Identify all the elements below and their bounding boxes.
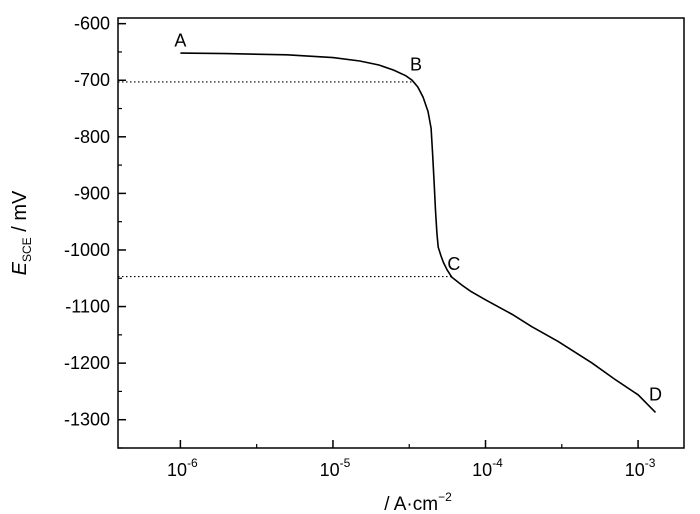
polarization-curve [180,52,657,413]
y-tick-label: -1100 [65,297,110,317]
x-axis-ticks: 10-6 10-5 10-4 10-3 [167,440,656,480]
x-tick-label: 10-6 [167,456,198,480]
y-tick-label: -1300 [64,410,110,430]
x-axis-label-sup: −2 [438,490,452,504]
point-label: B [410,55,422,75]
y-tick-label: -1200 [64,353,110,373]
y-axis-label-sub: SCE [20,237,34,262]
reference-lines [118,81,452,278]
y-tick-label: -800 [74,127,110,147]
x-tick-label: 10-4 [472,456,503,480]
y-axis-ticks: -600 -700 -800 -900 -1000 -1100 -1200 -1300 [64,14,126,449]
x-axis-label-main: / A·cm [384,494,438,514]
x-tick-label: 10-5 [320,456,351,480]
y-tick-label: -600 [74,14,110,34]
x-tick-label: 10-3 [625,456,656,480]
point-labels: A B C D [174,30,662,404]
plot-frame [117,17,685,449]
y-axis-label: ESCE / mV [9,190,34,275]
point-label: C [447,254,460,274]
y-tick-label: -900 [74,183,110,203]
x-axis-label: / A·cm−2 [384,490,452,514]
y-axis-label-suffix: / mV [9,190,31,237]
y-axis-label-main: E [9,261,31,275]
y-tick-label: -1000 [64,240,110,260]
y-tick-label: -700 [74,70,110,90]
point-label: D [649,384,662,404]
point-label: A [174,30,186,50]
